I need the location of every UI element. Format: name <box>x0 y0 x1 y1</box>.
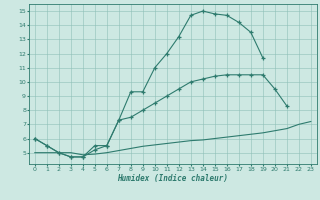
X-axis label: Humidex (Indice chaleur): Humidex (Indice chaleur) <box>117 174 228 183</box>
